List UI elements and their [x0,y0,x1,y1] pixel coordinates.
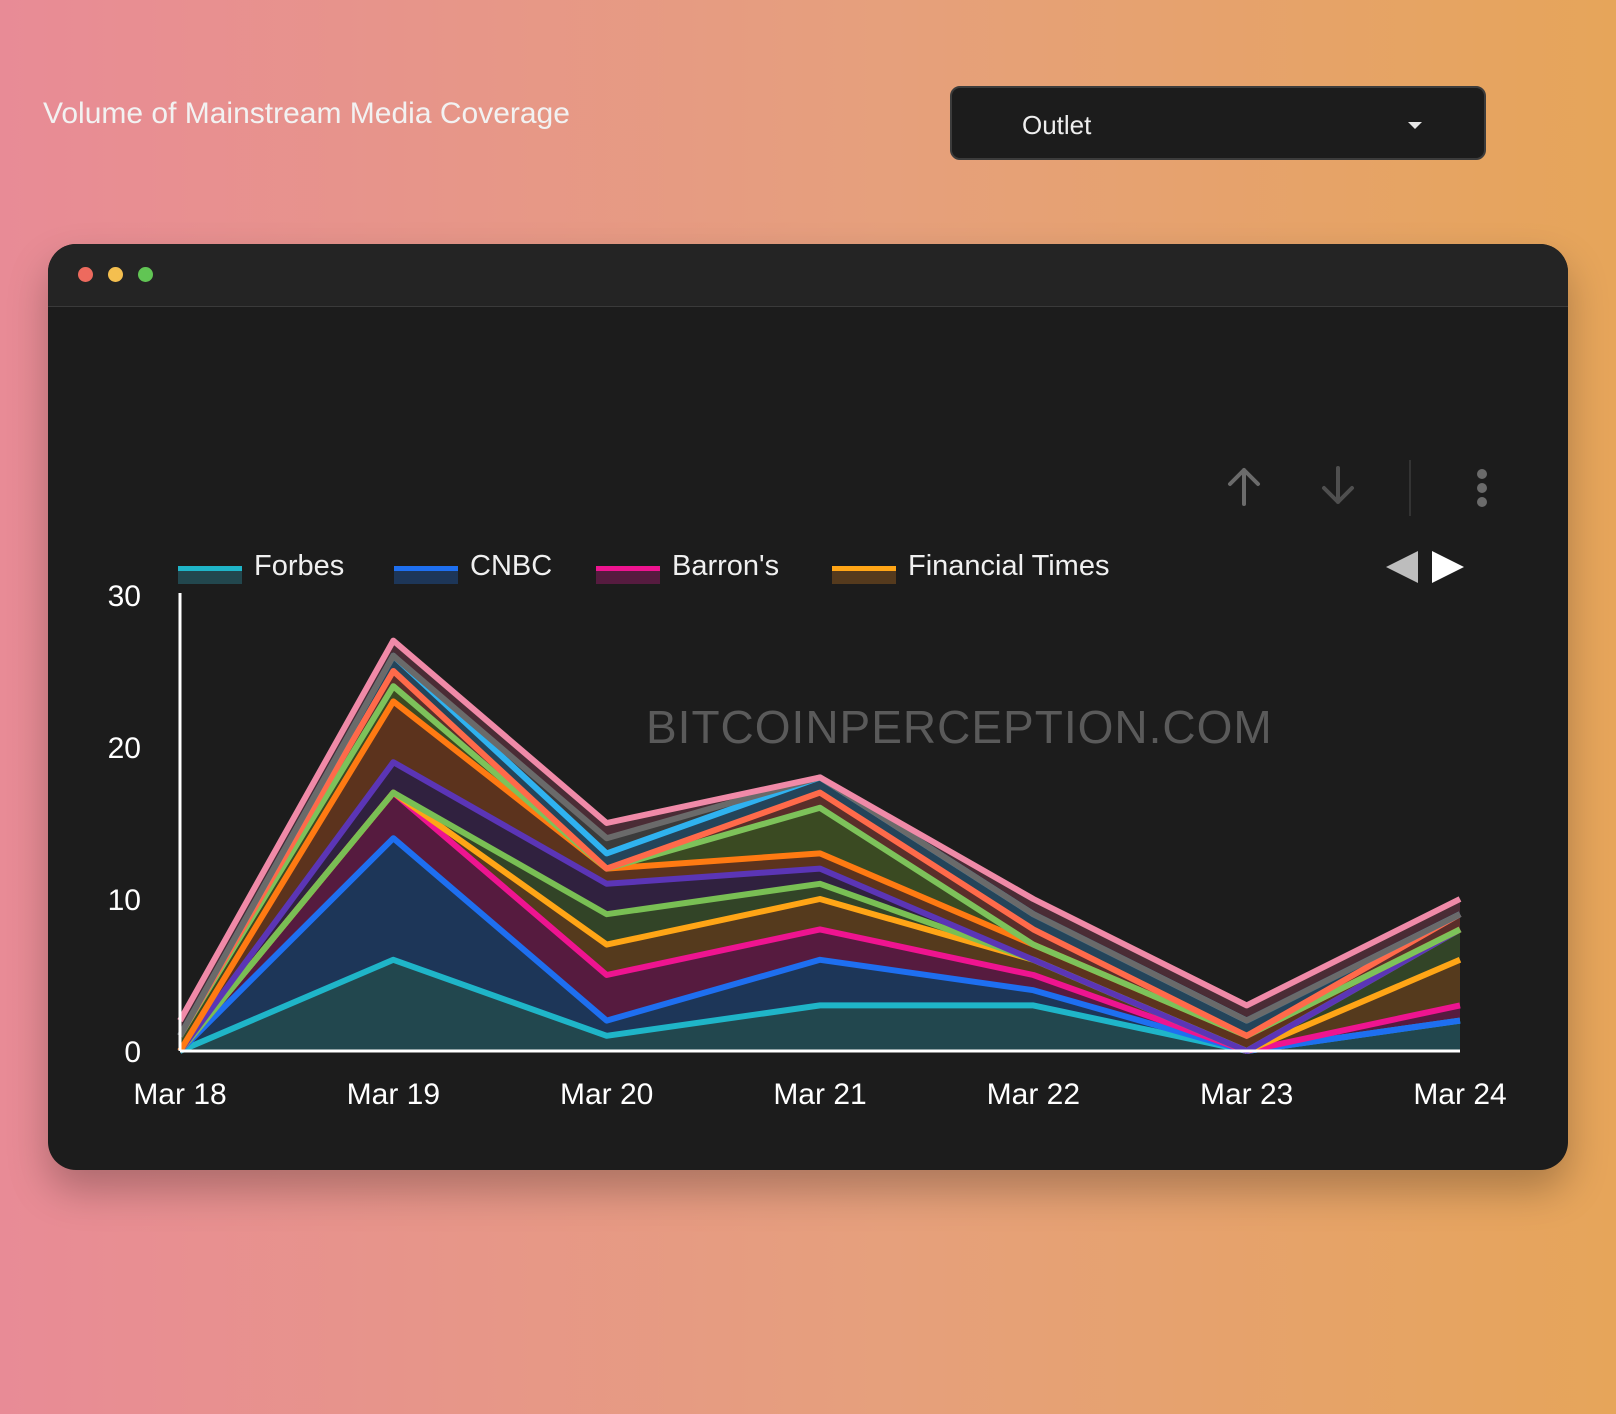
x-tick-label: Mar 23 [1200,1078,1293,1111]
x-tick-label: Mar 24 [1413,1078,1506,1111]
close-window-button[interactable] [78,267,93,282]
legend-label: CNBC [470,550,553,582]
area-series-4[interactable] [180,792,1460,1051]
more-vertical-icon[interactable] [1470,466,1494,510]
outlet-dropdown-label: Outlet [1022,110,1092,140]
chart-ticks: 0 10 20 30 Mar 18 Mar 19 Mar 20 Mar 21 Mar 22 Mar… [108,580,1507,1111]
x-tick-label: Mar 21 [773,1078,866,1111]
x-tick-label: Mar 20 [560,1078,653,1111]
arrow-down-icon[interactable] [1316,464,1360,508]
triangle-left-icon[interactable] [1384,548,1422,586]
legend-swatch [178,566,242,584]
y-tick-label: 20 [108,732,141,765]
triangle-right-icon[interactable] [1428,548,1466,586]
outlet-dropdown[interactable]: Outlet [950,86,1486,160]
x-tick-label: Mar 22 [987,1078,1080,1111]
y-tick-label: 30 [108,580,141,613]
chart-title: Volume of Mainstream Media Coverage [43,97,570,130]
chart-axes [178,593,1460,1053]
x-tick-label: Mar 19 [347,1078,440,1111]
minimize-window-button[interactable] [108,267,123,282]
area-series-3[interactable] [180,792,1460,1051]
legend-label: Forbes [254,550,345,582]
toolbar-divider [1409,460,1411,516]
legend-swatch [394,566,458,584]
area-series-5[interactable] [180,762,1460,1051]
y-tick-label: 10 [108,884,141,917]
legend-label: Barron's [672,550,780,582]
legend-label: Financial Times [908,550,1110,582]
area-series-11[interactable] [180,640,1460,1036]
line-series-11[interactable] [177,637,1462,1023]
legend-swatch [832,566,896,584]
watermark: BITCOINPERCEPTION.COM [646,701,1273,753]
line-series-8[interactable] [177,668,1462,1039]
maximize-window-button[interactable] [138,267,153,282]
y-tick-label: 0 [124,1036,141,1069]
legend-swatch [596,566,660,584]
window-titlebar [48,244,1568,307]
x-tick-label: Mar 18 [133,1078,226,1111]
arrow-up-icon[interactable] [1222,464,1266,508]
chevron-down-icon [1408,122,1422,129]
